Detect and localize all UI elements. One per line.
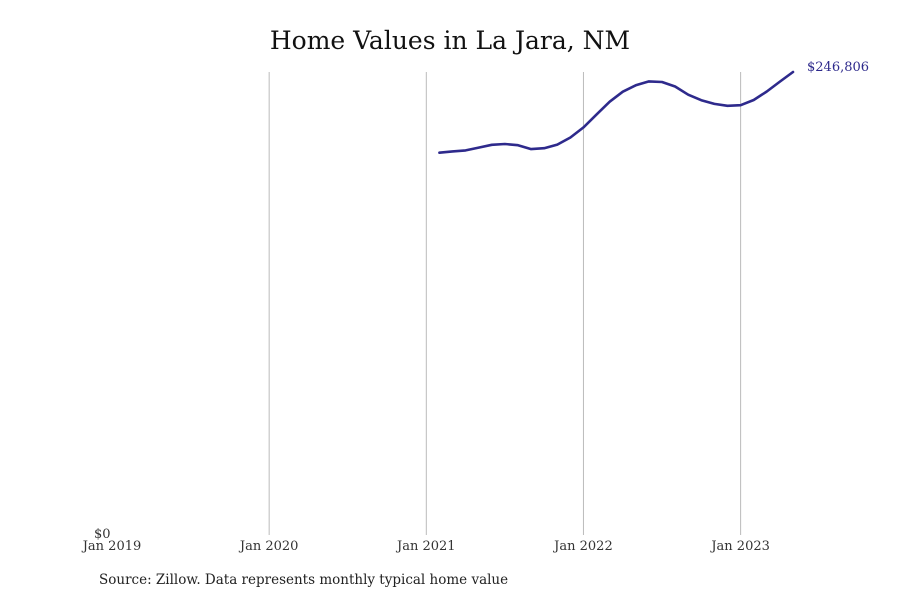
x-tick-labels: Jan 2019 Jan 2020 Jan 2021 Jan 2022 Jan 2023 — [81, 539, 770, 554]
grid-layer — [268, 72, 742, 535]
x-tick-label-2020-01: Jan 2020 — [238, 539, 299, 554]
end-value-label: $246,806 — [807, 60, 869, 75]
series-line-home-value — [438, 70, 795, 154]
series-points — [439, 71, 794, 153]
y-axis-min-label: $0 — [94, 527, 111, 542]
chart-title: Home Values in La Jara, NM — [269, 26, 631, 55]
x-tick-label-2023-01: Jan 2023 — [709, 539, 770, 554]
x-tick-label-2022-01: Jan 2022 — [552, 539, 613, 554]
x-tick-label-2019-01: Jan 2019 — [81, 539, 142, 554]
source-note: Source: Zillow. Data represents monthly … — [99, 572, 509, 588]
x-tick-label-2021-01: Jan 2021 — [395, 539, 456, 554]
